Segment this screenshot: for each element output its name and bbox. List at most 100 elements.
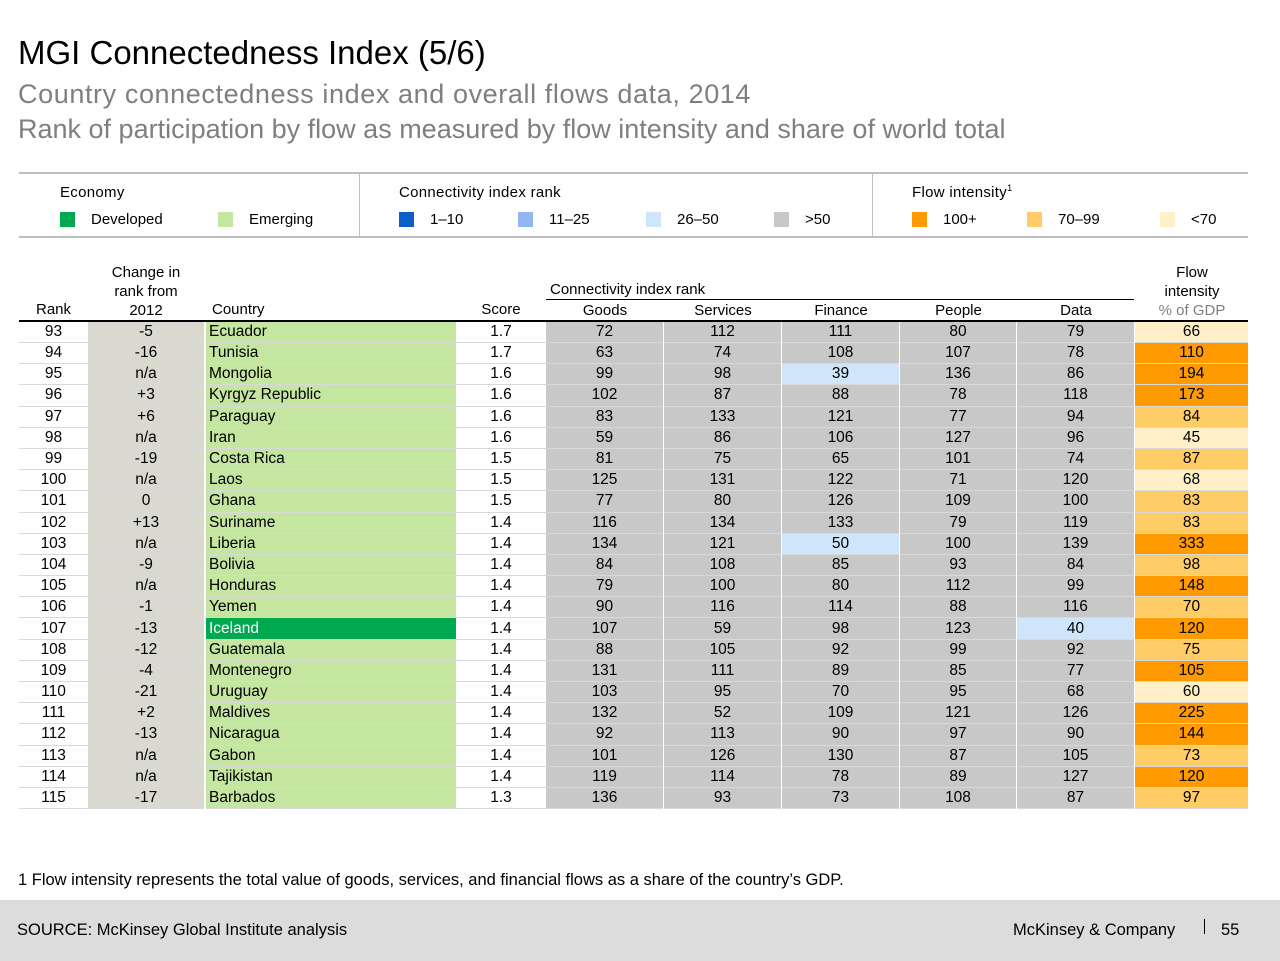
- country-cell: Costa Rica: [206, 448, 456, 471]
- finance-rank-cell: 106: [782, 427, 899, 449]
- cell-gap: [1134, 681, 1135, 704]
- country-cell: Liberia: [206, 533, 456, 555]
- change-cell: -13: [88, 723, 204, 746]
- goods-rank-cell: 119: [546, 766, 663, 788]
- cell-gap: [663, 321, 664, 343]
- cell-gap: [1134, 702, 1135, 725]
- page-subtitle-2: Rank of participation by flow as measure…: [18, 114, 1006, 144]
- legend-label: 70–99: [1058, 211, 1100, 228]
- legend-label: Emerging: [249, 211, 314, 228]
- services-rank-cell: 59: [664, 617, 781, 640]
- cell-gap: [781, 723, 782, 746]
- cell-gap: [663, 723, 664, 746]
- people-rank-cell: 77: [900, 406, 1016, 428]
- people-rank-cell: 85: [900, 660, 1016, 683]
- cell-gap: [1016, 427, 1017, 449]
- people-rank-cell: 100: [900, 533, 1016, 555]
- header-flow-intensity: Flow intensity % of GDP: [1135, 263, 1249, 320]
- footnote: 1 Flow intensity represents the total va…: [18, 871, 844, 889]
- people-rank-cell: 93: [900, 554, 1016, 577]
- rank-cell: 115: [19, 787, 88, 810]
- change-cell: n/a: [88, 575, 204, 598]
- rank-cell: 101: [19, 490, 88, 513]
- rank-cell: 107: [19, 617, 88, 640]
- finance-rank-cell: 133: [782, 512, 899, 534]
- flow-intensity-cell: 84: [1135, 406, 1248, 428]
- score-cell: 1.4: [456, 766, 546, 788]
- table-row: 101 0 Ghana 1.5 77 80 126 109 100 83: [19, 490, 1248, 513]
- goods-rank-cell: 88: [546, 639, 663, 661]
- cell-gap: [663, 512, 664, 534]
- people-rank-cell: 121: [900, 702, 1016, 725]
- cell-gap: [663, 702, 664, 725]
- cell-gap: [1134, 512, 1135, 534]
- people-rank-cell: 88: [900, 596, 1016, 619]
- cell-gap: [204, 660, 206, 683]
- change-cell: -17: [88, 787, 204, 810]
- cell-gap: [1016, 787, 1017, 810]
- flow-intensity-cell: 60: [1135, 681, 1248, 704]
- flow-intensity-cell: 45: [1135, 427, 1248, 449]
- rank-cell: 100: [19, 469, 88, 492]
- change-cell: n/a: [88, 533, 204, 555]
- rank-cell: 102: [19, 512, 88, 534]
- country-cell: Paraguay: [206, 406, 456, 428]
- services-rank-cell: 87: [664, 384, 781, 407]
- goods-rank-cell: 81: [546, 448, 663, 471]
- goods-rank-cell: 90: [546, 596, 663, 619]
- cell-gap: [204, 575, 206, 598]
- cell-gap: [781, 384, 782, 407]
- cell-gap: [899, 490, 900, 513]
- cell-gap: [781, 617, 782, 640]
- services-rank-cell: 86: [664, 427, 781, 449]
- rank-cell: 108: [19, 639, 88, 661]
- services-rank-cell: 114: [664, 766, 781, 788]
- change-cell: n/a: [88, 427, 204, 449]
- data-rank-cell: 68: [1017, 681, 1134, 704]
- rank-cell: 113: [19, 745, 88, 767]
- cell-gap: [663, 533, 664, 555]
- flow-intensity-cell: 83: [1135, 512, 1248, 534]
- cell-gap: [663, 575, 664, 598]
- table-row: 103 n/a Liberia 1.4 134 121 50 100 139 333: [19, 533, 1248, 555]
- services-rank-cell: 75: [664, 448, 781, 471]
- change-cell: n/a: [88, 363, 204, 386]
- legend-swatch: [218, 212, 233, 227]
- flow-intensity-cell: 333: [1135, 533, 1248, 555]
- cell-gap: [1134, 554, 1135, 577]
- services-rank-cell: 74: [664, 342, 781, 365]
- cell-gap: [899, 766, 900, 788]
- cell-gap: [899, 660, 900, 683]
- cell-gap: [899, 321, 900, 343]
- cell-gap: [899, 639, 900, 661]
- country-cell: Nicaragua: [206, 723, 456, 746]
- cell-gap: [899, 787, 900, 810]
- score-cell: 1.7: [456, 321, 546, 343]
- people-rank-cell: 136: [900, 363, 1016, 386]
- header-group-underline: [546, 299, 1134, 300]
- table-body: 93 -5 Ecuador 1.7 72 112 111 80 79 66 94 -16 Tunisia…: [19, 321, 1248, 810]
- people-rank-cell: 127: [900, 427, 1016, 449]
- cell-gap: [1016, 745, 1017, 767]
- cell-gap: [1016, 512, 1017, 534]
- cell-gap: [1016, 384, 1017, 407]
- cell-gap: [1016, 723, 1017, 746]
- table-row: 98 n/a Iran 1.6 59 86 106 127 96 45: [19, 427, 1248, 449]
- cell-gap: [899, 745, 900, 767]
- legend-economy: Economy Developed Emerging: [19, 174, 359, 236]
- country-cell: Yemen: [206, 596, 456, 619]
- score-cell: 1.4: [456, 533, 546, 555]
- cell-gap: [663, 490, 664, 513]
- cell-gap: [1016, 596, 1017, 619]
- people-rank-cell: 87: [900, 745, 1016, 767]
- cell-gap: [1134, 469, 1135, 492]
- country-cell: Iceland: [206, 617, 456, 640]
- people-rank-cell: 95: [900, 681, 1016, 704]
- rank-cell: 114: [19, 766, 88, 788]
- finance-rank-cell: 121: [782, 406, 899, 428]
- change-cell: -1: [88, 596, 204, 619]
- services-rank-cell: 121: [664, 533, 781, 555]
- change-cell: +13: [88, 512, 204, 534]
- cell-gap: [1016, 681, 1017, 704]
- cell-gap: [204, 681, 206, 704]
